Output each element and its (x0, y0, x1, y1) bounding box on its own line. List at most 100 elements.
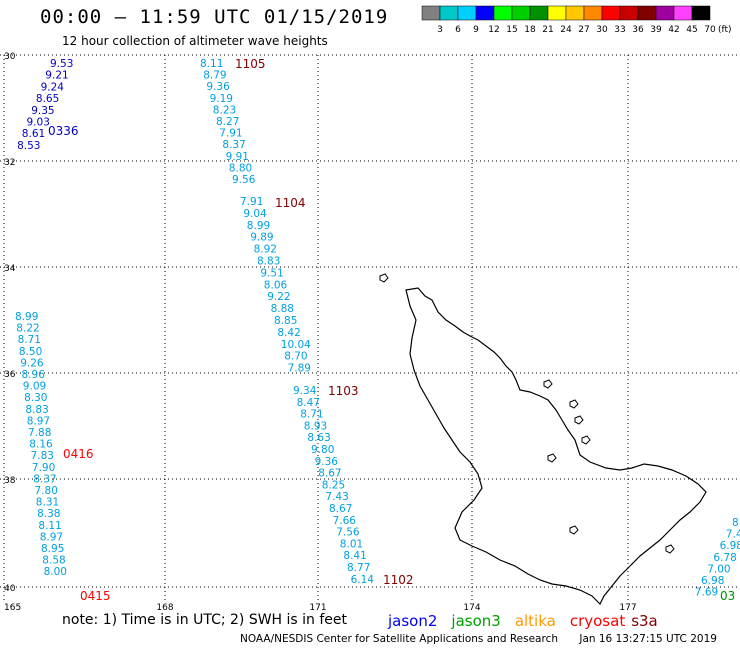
track-value: 8 (732, 517, 739, 529)
track-value: 7.83 (31, 450, 54, 462)
track-value: 7.69 (695, 587, 718, 599)
map-subtitle: 12 hour collection of altimeter wave hei… (62, 34, 328, 48)
pass-label: 0415 (80, 589, 111, 603)
track-value: 8.11 (38, 520, 61, 532)
track-value: 7.80 (35, 485, 58, 497)
track-value: 8.16 (29, 439, 53, 451)
track-value: 8.67 (329, 503, 352, 515)
lon-label: 171 (309, 603, 326, 610)
scale-label: 21 (542, 25, 553, 35)
track-value: 7.4 (726, 529, 740, 541)
track-value: 8.99 (15, 311, 38, 323)
track-value: 7.56 (336, 527, 360, 539)
legend-item-s3a: s3a (631, 612, 658, 630)
lon-label: 165 (4, 603, 21, 610)
lat-label: 38 (4, 476, 16, 486)
track-value: 8.92 (254, 244, 277, 256)
track-value: 9.03 (27, 117, 50, 129)
satellite-legend: jason2 jason3 altika cryosat s3a (388, 612, 672, 630)
track-value: 7.89 (288, 363, 311, 375)
track-value: 8.88 (271, 303, 294, 315)
lon-label: 174 (463, 603, 480, 610)
track-value: 6.14 (351, 574, 375, 586)
island-outline (569, 525, 579, 535)
track-value: 8.53 (17, 140, 40, 152)
track-value: 7.43 (325, 491, 348, 503)
island-outline (574, 415, 584, 425)
track-value: 8.37 (33, 473, 56, 485)
track-value: 9.51 (260, 267, 283, 279)
pass-label: 1104 (275, 196, 306, 210)
pass-label: 1102 (383, 573, 414, 587)
track-value: 7.00 (707, 563, 730, 575)
scale-label: 36 (632, 25, 644, 35)
track-value: 8.31 (36, 497, 59, 509)
scale-label: 27 (578, 25, 589, 35)
track-value: 9.24 (41, 81, 65, 93)
track-value: 8.93 (304, 420, 327, 432)
pass-label: 1105 (235, 57, 266, 71)
track-value: 8.71 (18, 334, 41, 346)
track-value: 8.27 (216, 116, 239, 128)
track-value: 7.66 (333, 515, 357, 527)
track-value: 8.67 (318, 468, 341, 480)
track-value: 9.35 (31, 105, 54, 117)
scale-label: 18 (524, 25, 536, 35)
track-value: 6.98 (720, 540, 740, 552)
lat-label: 32 (4, 158, 15, 168)
track-value: 9.34 (293, 385, 317, 397)
island-outline (543, 379, 553, 389)
track-value: 8.97 (27, 415, 50, 427)
footer: NOAA/NESDIS Center for Satellite Applica… (240, 633, 717, 645)
track-value: 8.83 (257, 256, 280, 268)
track-value: 8.77 (347, 562, 370, 574)
lat-label: 34 (4, 264, 16, 274)
track-value: 8.79 (203, 70, 226, 82)
pass-label: 03 (720, 589, 735, 603)
track-value: 8.61 (22, 128, 45, 140)
track-value: 8.01 (340, 538, 363, 550)
track-value: 9.04 (243, 208, 267, 220)
island-outline (569, 399, 579, 409)
legend-item-altika: altika (514, 612, 556, 630)
lat-label: 36 (4, 370, 16, 380)
track-value: 7.91 (240, 196, 263, 208)
track-value: 6.78 (713, 552, 736, 564)
north-island-coastline (405, 287, 707, 606)
note-text: note: 1) Time is in UTC; 2) SWH is in fe… (62, 612, 348, 628)
legend-item-jason3: jason3 (451, 612, 501, 630)
scale-label: 3 (437, 25, 443, 35)
track-value: 8.65 (36, 93, 59, 105)
track-value: 8.30 (24, 392, 47, 404)
scale-label: 30 (596, 25, 608, 35)
track-value: 9.36 (206, 81, 230, 93)
track-value: 8.63 (307, 432, 330, 444)
credit-text: NOAA/NESDIS Center for Satellite Applica… (240, 633, 558, 645)
track-value: 8.06 (264, 279, 288, 291)
pass-label: 0416 (63, 447, 94, 461)
track-value: 8.47 (297, 397, 320, 409)
track-value: 8.58 (42, 555, 65, 567)
footer-timestamp: Jan 16 13:27:15 UTC 2019 (579, 633, 717, 645)
track-value: 10.04 (281, 339, 311, 351)
track-value: 8.99 (247, 220, 270, 232)
track-value: 8.37 (222, 139, 245, 151)
track-value: 8.85 (274, 315, 297, 327)
track-value: 8.71 (300, 409, 323, 421)
track-value: 6.98 (701, 575, 724, 587)
legend-item-cryosat: cryosat (569, 612, 626, 630)
track-value: 8.96 (22, 369, 46, 381)
island-outline (379, 273, 389, 283)
color-scale: 3 6 9 12 15 18 21 24 27 30 33 36 39 42 45 70 (ft) (421, 5, 732, 35)
scale-label: 15 (506, 25, 517, 35)
track-value: 8.11 (200, 58, 223, 70)
map-title: 00:00 – 11:59 UTC 01/15/2019 (40, 6, 389, 28)
scale-label: 6 (455, 25, 461, 35)
lon-label: 168 (156, 603, 173, 610)
track-value: 9.09 (23, 381, 46, 393)
legend-item-jason2: jason2 (388, 612, 438, 630)
pass-label: 1103 (328, 384, 359, 398)
track-value: 9.80 (311, 444, 334, 456)
track-value: 8.41 (343, 550, 366, 562)
track-value: 8.50 (19, 346, 42, 358)
